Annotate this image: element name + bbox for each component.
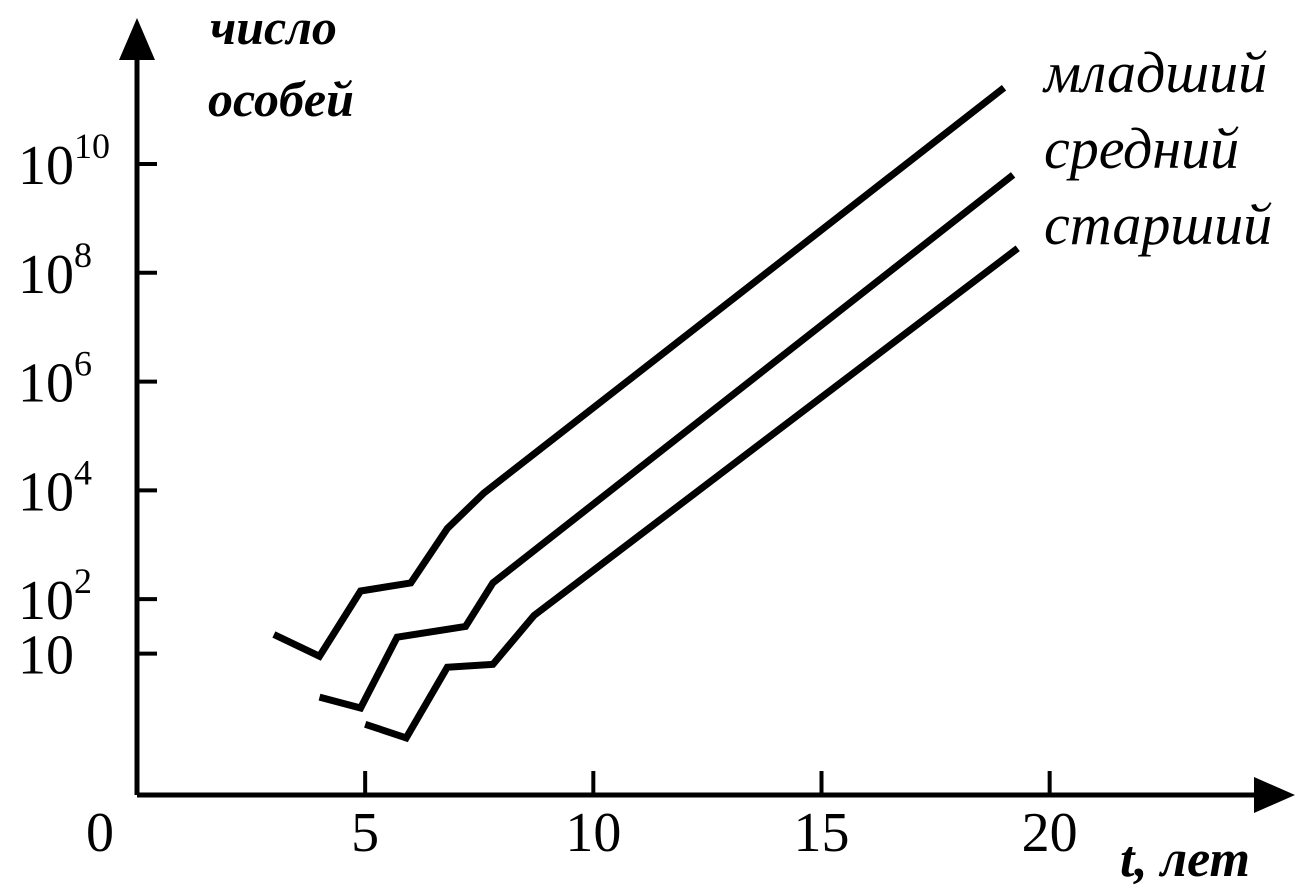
y-axis-arrow (119, 18, 155, 60)
y-tick-label: 1010 (18, 126, 110, 197)
y-tick-label: 104 (18, 452, 92, 523)
series-line (364, 245, 1020, 743)
legend-entry: средний (1044, 116, 1239, 181)
x-ticks: 5 10 15 20 (351, 771, 1078, 864)
y-tick-exponent: 6 (74, 344, 92, 384)
axes (119, 18, 1295, 813)
series-line (318, 172, 1016, 713)
y-tick-exponent: 2 (74, 561, 92, 601)
y-axis-label-line1: число (210, 0, 337, 55)
x-tick-label: 15 (793, 802, 849, 864)
y-axis-label-line2: особей (208, 71, 354, 127)
y-tick-exponent: 4 (74, 452, 92, 492)
y-tick-label: 10 (18, 625, 74, 687)
x-axis-label: t, лет (1120, 831, 1250, 885)
legend: младший средний старший (1042, 40, 1272, 257)
y-tick-exponent: 8 (74, 235, 92, 275)
x-tick-label: 20 (1022, 802, 1078, 864)
series-lines (272, 85, 1020, 743)
y-tick-exponent: 10 (74, 126, 110, 166)
legend-entry: старший (1044, 192, 1272, 257)
legend-entry: младший (1042, 40, 1267, 105)
x-tick-label: 10 (565, 802, 621, 864)
y-tick-label: 108 (18, 235, 92, 306)
y-tick-label: 102 (18, 561, 92, 632)
y-tick-label: 106 (18, 344, 92, 415)
x-origin-label: 0 (86, 802, 114, 864)
x-tick-label: 5 (351, 802, 379, 864)
x-axis-arrow (1254, 777, 1295, 813)
series-line (272, 85, 1007, 661)
